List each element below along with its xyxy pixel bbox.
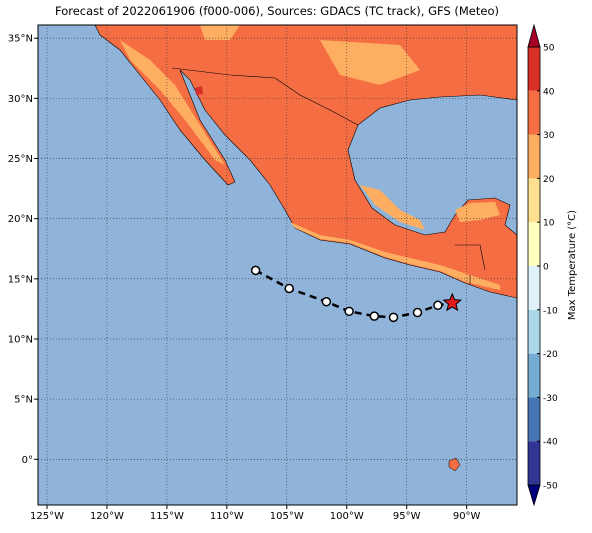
title: Forecast of 2022061906 (f000-006), Sourc…	[55, 4, 499, 18]
track-line	[255, 269, 453, 319]
colorbar-band	[528, 397, 540, 442]
colorbar-tick-label: -40	[543, 438, 558, 448]
x-tick-label: 90°W	[453, 511, 481, 522]
colorbar-tick-label: 40	[543, 87, 555, 97]
colorbar-band	[528, 353, 540, 398]
y-tick-label: 5°N	[14, 395, 33, 406]
colorbar-tick-label: -20	[543, 350, 558, 360]
track-point	[344, 306, 354, 317]
track-point	[250, 265, 261, 276]
galapagos	[448, 457, 461, 472]
x-tick-label: 115°W	[150, 511, 184, 522]
track-point	[412, 307, 423, 318]
y-tick-label: 35°N	[8, 34, 33, 45]
colorbar-band	[528, 134, 540, 179]
map	[38, 25, 517, 505]
colorbar-tick-label: 50	[543, 44, 555, 54]
colorbar-extend-low	[527, 484, 541, 507]
colorbar-band	[528, 266, 540, 310]
colorbar-tick-label: 0	[543, 263, 549, 273]
colorbar-tick-label: 30	[543, 131, 555, 141]
x-tick-label: 100°W	[330, 511, 364, 522]
colorbar-band	[528, 178, 540, 223]
colorbar-band	[528, 222, 540, 266]
colorbar-tick-label: -30	[543, 394, 558, 404]
y-tick-label: 25°N	[8, 154, 33, 165]
y-tick-label: 15°N	[8, 274, 33, 285]
x-tick-label: 110°W	[210, 511, 244, 522]
colorbar-band	[528, 309, 540, 354]
x-tick-label: 125°W	[30, 511, 64, 522]
track-point	[284, 283, 294, 294]
colorbar-band	[528, 47, 540, 91]
y-tick-label: 0°	[22, 455, 33, 466]
track-point	[433, 300, 443, 311]
colorbar-tick-label: -10	[543, 306, 558, 316]
y-tick-label: 20°N	[8, 214, 33, 225]
colorbar-band	[528, 441, 540, 485]
colorbar-band	[528, 90, 540, 135]
track-point	[369, 311, 380, 321]
current-position	[442, 292, 463, 312]
border	[171, 67, 486, 285]
x-tick-label: 105°W	[270, 511, 304, 522]
colorbar-extend-high	[527, 23, 541, 48]
track-point	[388, 312, 399, 323]
map-frame	[37, 24, 518, 506]
colorbar-tick-label: -50	[543, 482, 558, 492]
x-tick-label: 120°W	[90, 511, 124, 522]
track-point	[321, 296, 332, 307]
land-hot	[195, 86, 203, 95]
colorbar-label: Max Temperature (°C)	[567, 210, 578, 320]
colorbar-tick-label: 10	[543, 219, 555, 229]
colorbar-tick-label: 20	[543, 175, 555, 185]
y-tick-label: 10°N	[8, 334, 33, 345]
x-tick-label: 95°W	[393, 511, 421, 522]
y-tick-label: 30°N	[8, 94, 33, 105]
